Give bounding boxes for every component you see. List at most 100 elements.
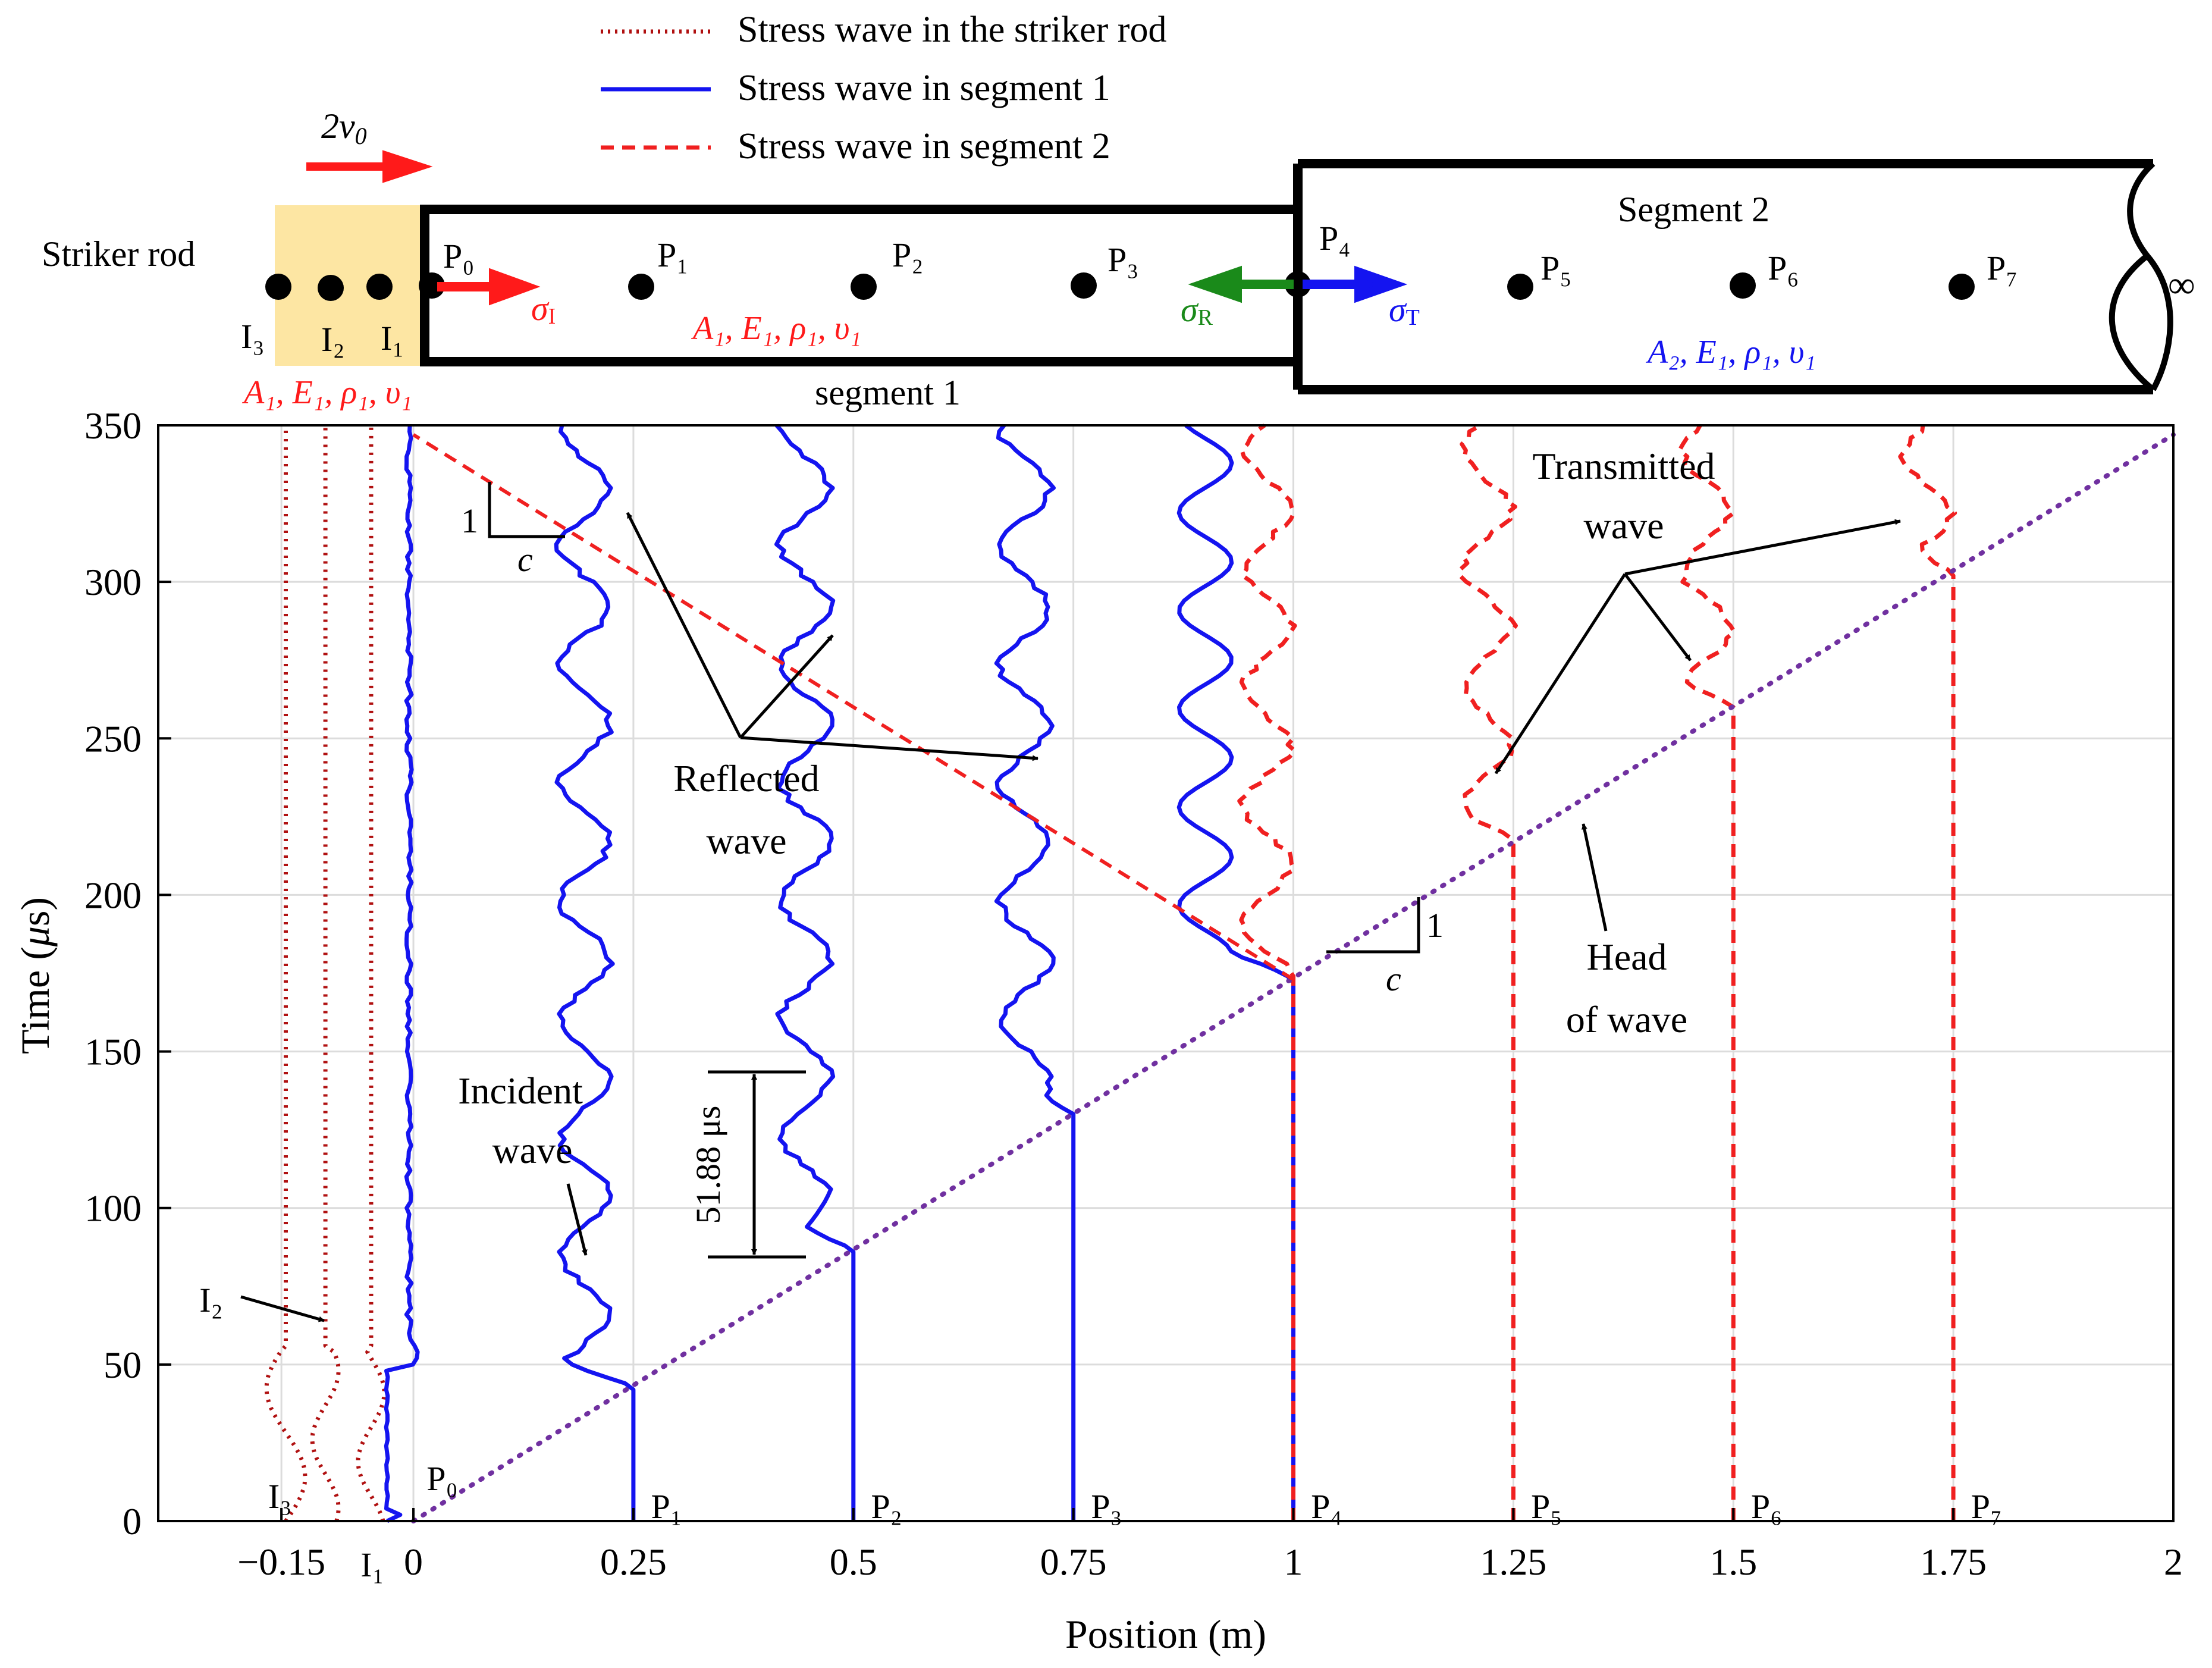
x-tick-label: 2 [2164, 1541, 2183, 1583]
slope-triangle-head-lines [1326, 897, 1420, 954]
x-tick-label: 1.25 [1480, 1541, 1546, 1583]
sigma-T-label: σT [1389, 290, 1420, 330]
y-tick-label: 350 [84, 405, 142, 447]
label-P7: P₇ [1987, 249, 2018, 287]
label-I1: I₁ [381, 319, 404, 358]
label-I2: I₂ [321, 320, 345, 359]
segment-2-label: Segment 2 [1618, 190, 1769, 229]
grid [158, 424, 2175, 1522]
series-line-seg1-P3 [994, 424, 1076, 1521]
segment-1-label: segment 1 [815, 373, 961, 412]
slope-c-reflected: c [517, 540, 533, 579]
series-label-P7: P₇ [1971, 1487, 2002, 1526]
y-tick-label: 200 [84, 874, 142, 916]
reflected-wave-label-1: Reflected [673, 757, 819, 799]
y-tick-label: 0 [123, 1500, 142, 1542]
reflected-arrow-to-P3 [740, 736, 1038, 761]
label-P0: P₀ [443, 237, 474, 275]
point-P7 [1949, 274, 1975, 300]
point-I2 [318, 275, 344, 301]
series-label-I1: I₁ [360, 1545, 384, 1584]
legend-label-striker: Stress wave in the striker rod [738, 10, 1166, 50]
point-P1 [628, 274, 654, 300]
props-segment-1: A₁, E₁, ρ₁, υ₁ [691, 310, 861, 347]
I2-pointer-label: I₂ [199, 1281, 223, 1319]
slope-one-head: 1 [1426, 906, 1444, 945]
y-tick-label: 150 [84, 1031, 142, 1073]
sigma-R-arrow [1188, 265, 1294, 303]
series-line-seg1-P1 [554, 425, 636, 1521]
reflected-wave-front-line [412, 433, 1295, 982]
reflected-arrow-to-P2 [739, 634, 834, 739]
series-line-seg2-P4 [1237, 424, 1297, 1521]
series-line-seg1-P0 [384, 425, 420, 1523]
tick-labels: −0.15 0 0.25 0.5 0.75 1 1.25 1.5 1.75 2 0 50 100 150 2… [84, 405, 2183, 1583]
series-layer [264, 423, 2176, 1523]
annotation-arrows [240, 512, 1901, 1322]
series-label-P0: P₀ [426, 1459, 457, 1498]
rod-points [265, 271, 1975, 301]
point-I3 [265, 274, 291, 300]
transmitted-wave-label-1: Transmitted [1533, 445, 1715, 487]
slope-triangle-head: 1 c [1326, 897, 1444, 998]
striker-rod-label: Striker rod [42, 234, 195, 274]
series-label-P5: P₅ [1531, 1487, 1562, 1526]
label-I3: I₃ [241, 317, 265, 356]
y-tick-label: 50 [103, 1344, 142, 1386]
incident-wave-label-1: Incident [458, 1070, 583, 1112]
label-P1: P₁ [657, 236, 688, 274]
series-line-seg1-P4 [1176, 424, 1295, 1521]
transmitted-wave-label-2: wave [1583, 504, 1664, 547]
x-tick-label: 0.5 [830, 1541, 877, 1583]
incident-arrow [566, 1183, 588, 1256]
legend: Stress wave in the striker rod Stress wa… [601, 10, 1166, 167]
sigma-I-arrow [437, 268, 541, 306]
x-tick-label: 1 [1284, 1541, 1303, 1583]
infinity-symbol: ∞ [2168, 264, 2195, 306]
transmitted-arrow-to-P6 [1624, 573, 1692, 661]
slope-triangle-reflected-lines [488, 482, 565, 538]
x-tick-label: 0 [404, 1541, 423, 1583]
point-P0 [419, 272, 445, 299]
series-label-P3: P₃ [1091, 1487, 1122, 1526]
x-tick-label: 1.75 [1920, 1541, 1987, 1583]
sigma-T-arrow [1303, 265, 1408, 303]
axes-frame [157, 424, 2175, 1522]
props-striker: A₁, E₁, ρ₁, υ₁ [241, 374, 412, 411]
label-P2: P₂ [892, 236, 923, 274]
x-tick-label: 0.25 [600, 1541, 667, 1583]
legend-label-seg1: Stress wave in segment 1 [738, 68, 1110, 108]
slope-one-reflected: 1 [461, 501, 478, 540]
label-P3: P₃ [1107, 240, 1138, 279]
y-tick-label: 100 [84, 1187, 142, 1230]
schematic: 2v0 Striker rod ∞ Segment 2 segment 1 I₃… [42, 106, 2195, 412]
annotations: Incident wave Reflected wave Transmitted… [199, 445, 1715, 1319]
slope-triangle-reflected: 1 c [461, 482, 565, 579]
y-axis-title: Time (μs) [12, 897, 58, 1054]
x-axis-title: Position (m) [1065, 1611, 1266, 1657]
series-label-I3: I₃ [268, 1477, 292, 1516]
point-P5 [1507, 274, 1533, 300]
series-line-seg1-P2 [774, 424, 856, 1521]
series-label-P6: P₆ [1751, 1487, 1782, 1526]
y-tick-label: 250 [84, 717, 142, 760]
striker-rod [275, 205, 425, 366]
reflected-arrow-to-P1 [626, 512, 742, 739]
series-line-striker-I1 [356, 425, 387, 1522]
rod-point-labels: I₃ I₂ I₁ P₀ P₁ P₂ P₃ P₄ P₅ P₆ P₇ [241, 219, 2018, 359]
head-of-wave-label-2: of wave [1566, 998, 1687, 1040]
label-P4: P₄ [1319, 219, 1350, 258]
duration-bracket: 51.88 μs [689, 1070, 806, 1259]
incident-wave-label-2: wave [492, 1129, 572, 1171]
series-line-seg2-P7 [1898, 425, 1957, 1521]
label-P6: P₆ [1768, 249, 1799, 287]
series-label-P2: P₂ [871, 1487, 902, 1526]
sigma-R-label: σR [1181, 290, 1213, 330]
series-label-P4: P₄ [1311, 1487, 1342, 1526]
y-tick-label: 300 [84, 561, 142, 603]
series-line-striker-I3 [264, 425, 308, 1522]
label-P5: P₅ [1540, 249, 1571, 287]
duration-label: 51.88 μs [689, 1106, 727, 1224]
head-of-wave-arrow [1581, 823, 1608, 932]
